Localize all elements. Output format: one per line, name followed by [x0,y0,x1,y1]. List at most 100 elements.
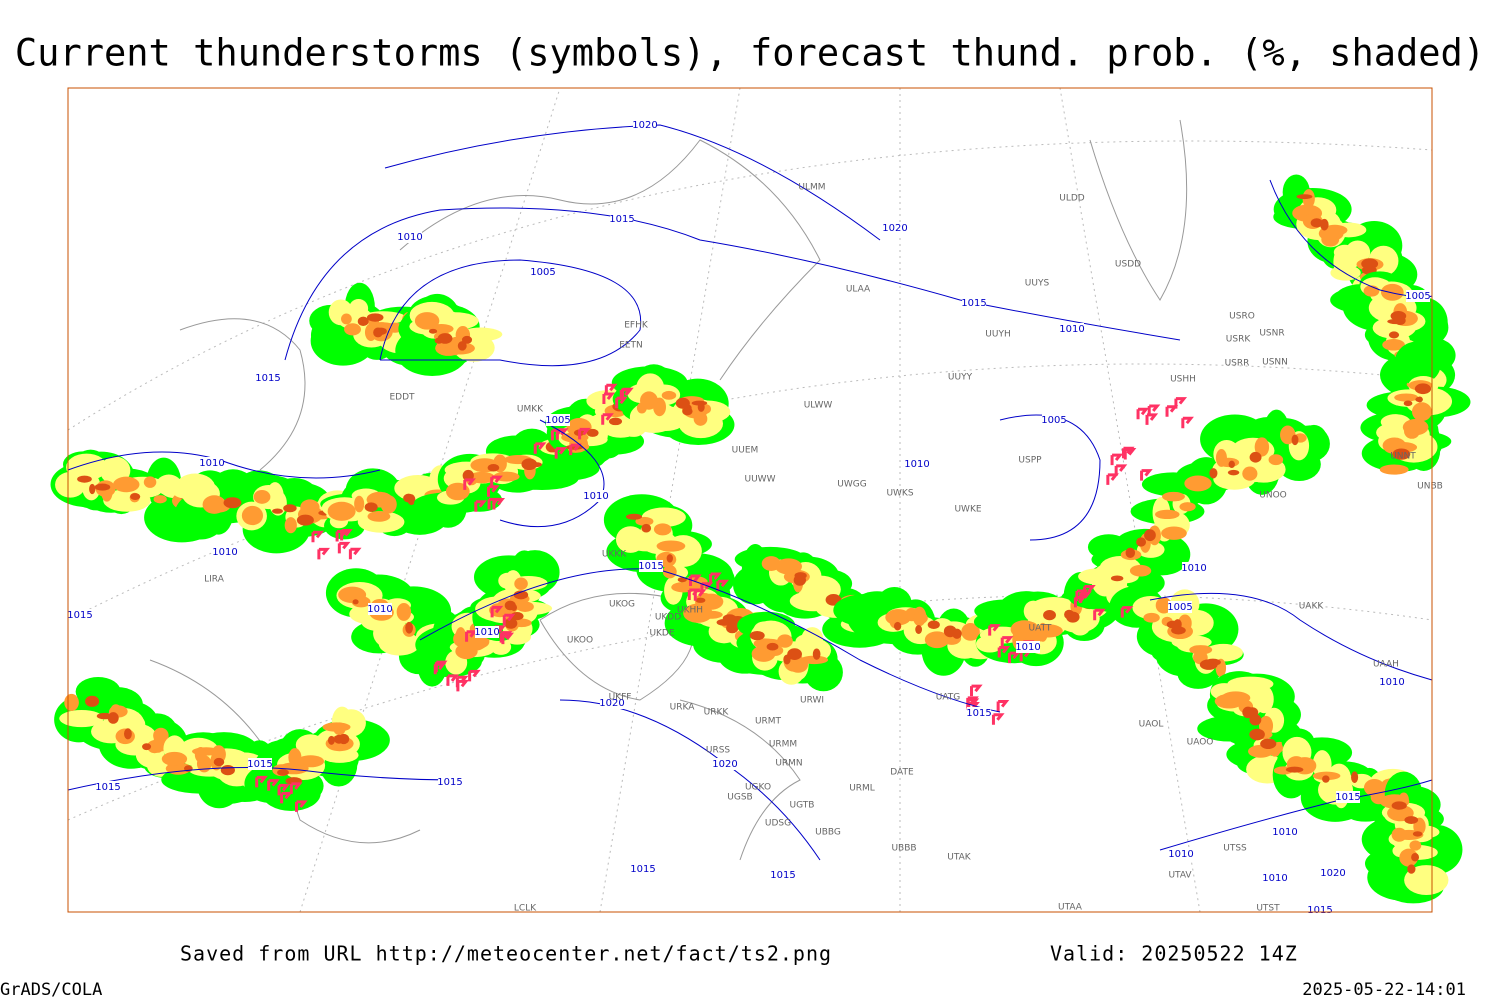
isobar-label: 1010 [1262,873,1287,884]
prob-shade [1033,624,1063,638]
thunderstorm-symbol [615,396,628,409]
station-label: UGSB [727,793,752,803]
prob-shade [1379,464,1409,475]
isobar-label: 1005 [1405,291,1430,302]
isobar-label-bg [967,707,991,719]
thunderstorm-symbol [446,674,460,686]
prob-shade [893,621,902,631]
thunderstorm-symbol [255,775,268,788]
prob-shade [1066,611,1080,623]
prob-shade [1144,529,1156,542]
isobar-label: 1020 [1320,868,1345,879]
saved-url: Saved from URL http://meteocenter.net/fa… [180,942,832,966]
station-label: UGKO [745,783,771,793]
thunderstorm-symbol [1093,608,1106,621]
prob-shade [143,476,157,488]
thunderstorm-symbol [468,669,481,682]
isobar-label: 1010 [1379,677,1404,688]
station-label: ULWW [804,401,833,411]
prob-shade [1391,827,1407,842]
prob-shade [1296,194,1313,200]
station-label: EDDT [389,393,415,403]
isobar-label-bg [531,266,555,278]
prob-shade [1404,865,1449,895]
prob-shade [1411,853,1420,862]
thunderstorm-symbol [267,779,280,791]
prob-shade [1129,564,1152,577]
thunderstorm-symbol [295,800,308,812]
prob-shade [961,623,980,641]
prob-shade [161,751,188,766]
isobar [384,124,881,241]
prob-shade [1416,396,1423,403]
thunderstorm-symbol [988,624,1001,636]
thunderstorm-symbol [687,588,701,601]
thunderstorm-symbol [1136,407,1150,420]
isobar-label-bg [1182,562,1206,574]
prob-shade [1403,400,1413,407]
prob-shade [793,574,807,586]
station-label: USPP [1018,456,1042,466]
prob-shade [367,511,391,522]
station-label: USRR [1225,359,1250,369]
map-labels: 1020 1015 1020 1010 1005 1015 1010 1015 1005 1005… [67,119,1443,916]
isobar-label: 1015 [609,214,634,225]
thunderstorm-symbol [578,427,591,440]
prob-shade [1291,434,1299,446]
prob-shade [380,495,397,514]
prob-shade [675,397,690,409]
prob-shade [1227,676,1274,692]
thunderstorm-symbol [465,630,478,642]
prob-shade [682,407,693,416]
prob-shade [1249,728,1265,741]
thunderstorm-symbol [474,500,487,512]
prob-shade [327,501,356,521]
thunderstorm-symbol [487,497,501,510]
thunderstorm-symbol [1145,413,1159,425]
prob-shade [661,390,677,400]
isobar-label-bg [633,119,657,131]
prob-shade [271,508,283,514]
isobar-label: 1020 [599,698,624,709]
thunderstorm-symbol [1106,473,1119,485]
station-label: USHH [1170,375,1196,385]
prob-shade [1388,331,1400,339]
prob-shade [749,630,765,641]
station-label: UKDD [655,613,681,623]
station-label: UTST [1256,904,1280,914]
isobar-label: 1015 [247,759,272,770]
prob-shade [153,495,167,504]
isobar-label-bg [1042,414,1066,426]
prob-shade [1382,339,1405,351]
isobar-label: 1015 [770,870,795,881]
prob-shade [1394,341,1441,385]
prob-shade [348,298,369,318]
prob-shade [1143,612,1160,623]
station-label: UKHH [677,606,703,616]
prob-shade [608,417,623,426]
station-label: UNNT [1390,452,1416,462]
graticule-line [67,363,1433,621]
prob-shade [327,735,335,745]
station-label: UNBB [1417,482,1443,492]
prob-shade [1285,766,1304,773]
station-label: UKDE [649,629,674,639]
station-label: EFHK [624,321,649,331]
station-label: UUYY [948,373,973,383]
prob-shade [130,493,141,500]
station-label: UTAV [1168,871,1192,881]
prob-shade [641,523,652,533]
prob-shade [407,494,416,506]
station-label: UAAH [1373,660,1399,670]
thunderstorm-symbol [434,660,448,673]
thunderstorm-symbol [311,530,325,543]
prob-shade [1091,564,1119,597]
prob-shade [487,464,500,472]
isobar-label: 1020 [712,759,737,770]
prob-shade [787,648,802,660]
prob-shade [352,599,359,605]
prob-shade [220,764,235,776]
prob-shade [357,316,369,327]
isobar-label: 1005 [1167,602,1192,613]
prob-shade [1155,597,1172,614]
